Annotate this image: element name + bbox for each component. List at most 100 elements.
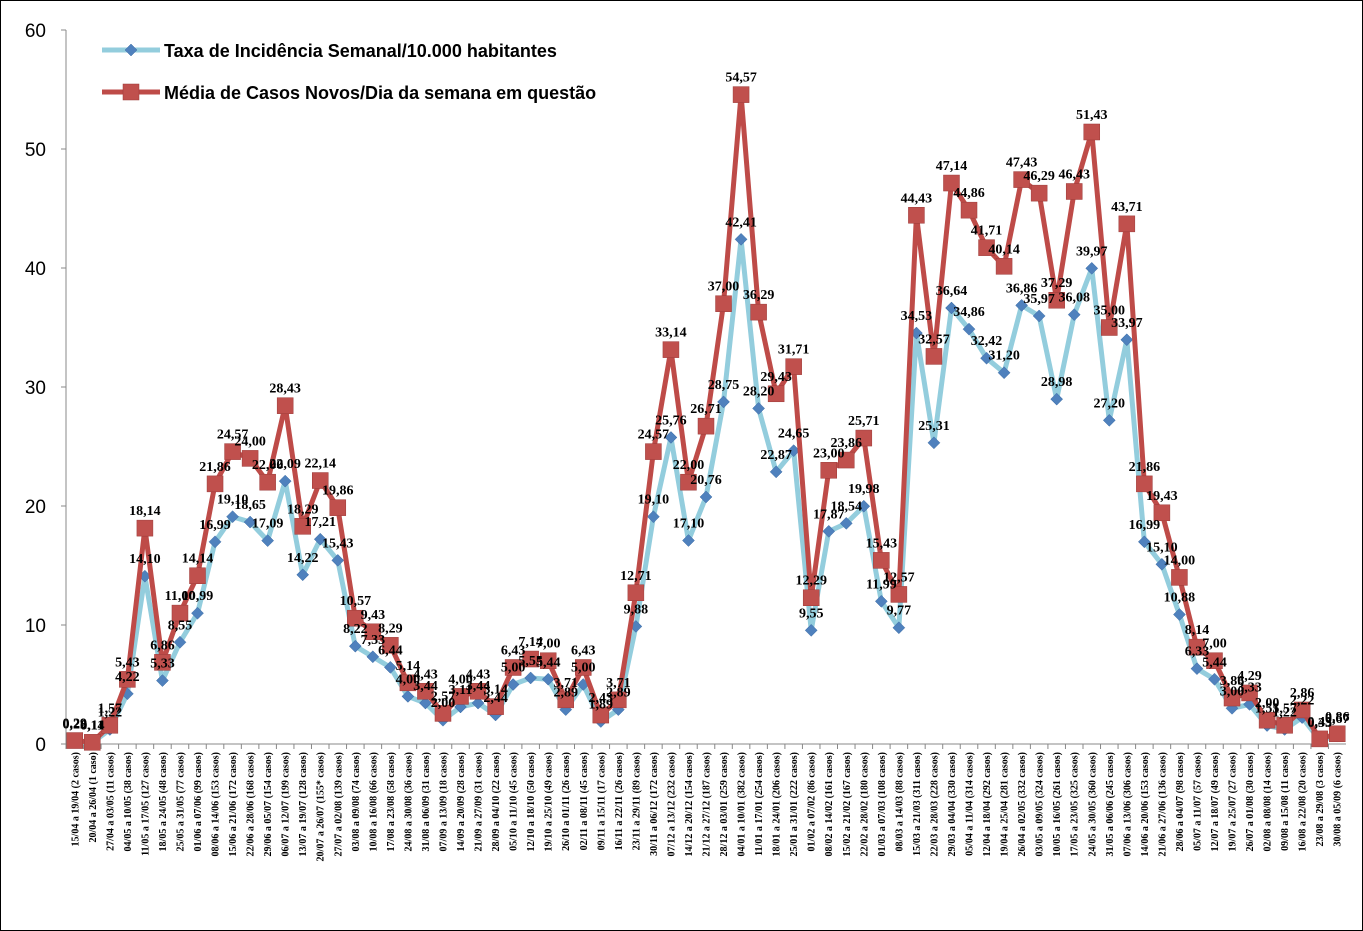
x-tick-label: 18/05 a 24/05 (48 casos) <box>158 752 169 851</box>
x-tick-label: 24/08 a 30/08 (36 casos) <box>403 752 414 851</box>
data-label: 5,33 <box>150 657 175 672</box>
x-tick-label: 27/04 a 03/05 (11 casos) <box>105 752 116 851</box>
data-label: 18,65 <box>234 498 266 513</box>
x-tick-label: 20/07 a 26/07 (155* casos) <box>316 752 327 861</box>
x-tick-label: 29/03 a 04/04 (330 casos) <box>947 752 958 856</box>
data-point <box>382 637 399 654</box>
data-label: 25,71 <box>848 414 880 429</box>
data-label: 8,55 <box>168 618 193 633</box>
data-point <box>1048 291 1065 309</box>
data-point <box>769 465 783 479</box>
data-label: 12,29 <box>795 574 827 589</box>
data-label: 24,65 <box>778 427 810 442</box>
x-tick-label: 23/08 a 29/08 (3 casos) <box>1315 752 1326 846</box>
data-point <box>925 348 943 365</box>
x-tick-label: 02/08 a 08/08 (14 casos) <box>1263 752 1274 851</box>
data-label: 5,14 <box>396 659 421 674</box>
data-label: 29,43 <box>760 370 792 385</box>
x-tick-label: 17/05 a 23/05 (325 casos) <box>1070 752 1081 856</box>
data-point <box>1118 215 1136 233</box>
data-label: 1,89 <box>589 698 614 713</box>
x-tick-label: 21/12 a 27/12 (187 casos) <box>702 752 713 856</box>
x-tick-label: 26/04 a 02/05 (332 casos) <box>1017 752 1028 856</box>
data-point <box>732 86 750 103</box>
data-label: 21,86 <box>199 460 231 475</box>
data-point <box>1013 171 1030 188</box>
data-point <box>66 732 84 749</box>
data-point <box>610 691 627 709</box>
data-label: 5,43 <box>115 655 140 670</box>
x-tick-label: 01/03 a 07/03 (108 casos) <box>877 752 888 856</box>
data-point <box>1083 123 1101 141</box>
data-point <box>1032 309 1046 323</box>
data-label: 11,00 <box>165 589 196 604</box>
x-tick-label: 16/11 a 22/11 (26 casos) <box>614 752 625 850</box>
data-label: 1,22 <box>98 705 123 720</box>
data-label: 5,00 <box>501 661 526 676</box>
data-point <box>471 696 485 710</box>
x-tick-label: 14/06 a 20/06 (153 casos) <box>1140 752 1151 856</box>
data-label: 3,86 <box>1220 674 1245 689</box>
data-label: 19,10 <box>638 493 670 508</box>
data-label: 19,43 <box>1146 489 1178 504</box>
data-label: 28,20 <box>743 384 775 399</box>
data-label: 4,00 <box>396 672 421 687</box>
data-label: 6,86 <box>150 638 175 653</box>
data-point <box>978 239 995 256</box>
data-point <box>1065 183 1083 200</box>
data-label: 3,11 <box>449 683 473 698</box>
data-label: 0,43 <box>1307 715 1332 730</box>
data-point <box>1030 184 1048 202</box>
data-label: 2,00 <box>1255 696 1280 711</box>
data-label: 0,33 <box>1307 716 1332 731</box>
data-label: 2,22 <box>1290 694 1315 709</box>
x-tick-label: 28/09 a 04/10 (22 casos) <box>491 752 502 851</box>
x-tick-label: 10/08 a 16/08 (66 casos) <box>368 752 379 851</box>
data-point <box>1258 711 1276 729</box>
data-label: 31,71 <box>778 343 810 358</box>
data-label: 47,43 <box>1006 156 1038 171</box>
data-point <box>1138 535 1151 549</box>
data-label: 17,10 <box>673 517 705 532</box>
data-point <box>384 661 397 674</box>
data-point <box>399 674 417 692</box>
data-label: 0,14 <box>80 718 105 733</box>
x-tick-label: 26/07 a 01/08 (30 casos) <box>1245 752 1256 851</box>
data-label: 11,99 <box>866 577 897 592</box>
data-label: 14,10 <box>129 552 161 567</box>
data-label: 28,98 <box>1041 375 1073 390</box>
data-label: 32,42 <box>971 334 1003 349</box>
data-point <box>226 510 239 524</box>
data-label: 8,22 <box>343 622 368 637</box>
data-label: 3,14 <box>483 683 508 698</box>
data-label: 31,20 <box>988 349 1020 364</box>
data-label: 20,76 <box>690 473 722 488</box>
x-tick-label: 11/01 a 17/01 (254 casos) <box>754 752 765 856</box>
data-label: 23,86 <box>831 436 863 451</box>
x-tick-label: 15/02 a 21/02 (167 casos) <box>842 752 853 856</box>
legend-label: Taxa de Incidência Semanal/10.000 habita… <box>164 41 557 61</box>
data-label: 3,00 <box>1220 684 1245 699</box>
data-label: 36,86 <box>1006 281 1038 296</box>
data-label: 0,11 <box>80 719 104 734</box>
data-point <box>156 674 169 687</box>
data-point <box>1171 569 1188 586</box>
data-point <box>1101 319 1118 336</box>
data-label: 17,87 <box>813 507 845 522</box>
data-point <box>541 672 555 686</box>
data-point <box>752 402 765 415</box>
data-label: 26,71 <box>690 402 722 417</box>
data-point <box>873 552 890 569</box>
data-label: 21,86 <box>1129 460 1161 475</box>
data-label: 2,44 <box>483 691 508 706</box>
data-point <box>434 705 452 722</box>
data-label: 10,88 <box>1164 591 1196 606</box>
data-label: 2,89 <box>553 686 578 701</box>
data-point <box>1085 262 1099 275</box>
data-point <box>697 417 715 435</box>
data-label: 4,29 <box>1237 669 1262 684</box>
data-label: 18,54 <box>831 499 863 514</box>
data-point <box>259 473 276 491</box>
data-label: 46,43 <box>1058 167 1090 182</box>
x-tick-label: 12/04 a 18/04 (292 casos) <box>982 752 993 856</box>
